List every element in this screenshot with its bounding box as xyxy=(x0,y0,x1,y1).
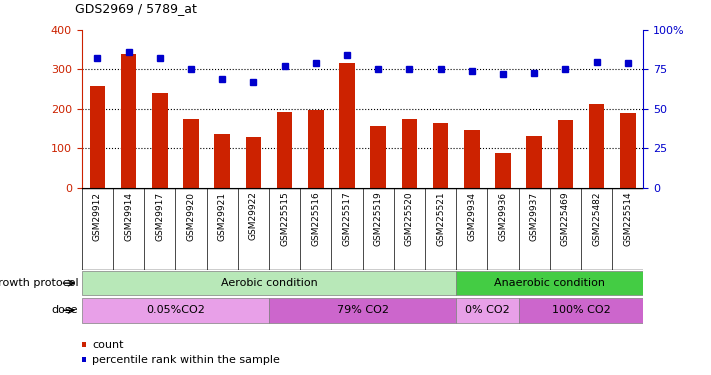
Bar xyxy=(433,123,449,188)
Bar xyxy=(245,137,261,188)
Bar xyxy=(339,63,355,188)
Bar xyxy=(269,298,456,323)
Text: GSM225469: GSM225469 xyxy=(561,192,570,246)
Bar xyxy=(90,86,105,188)
Text: GDS2969 / 5789_at: GDS2969 / 5789_at xyxy=(75,2,196,15)
Text: 0% CO2: 0% CO2 xyxy=(465,305,510,315)
Text: GSM225521: GSM225521 xyxy=(436,192,445,246)
Bar xyxy=(456,298,518,323)
Bar xyxy=(589,104,604,188)
Text: GSM29922: GSM29922 xyxy=(249,192,258,240)
Text: GSM225517: GSM225517 xyxy=(343,192,351,246)
Text: 0.05%CO2: 0.05%CO2 xyxy=(146,305,205,315)
Text: GSM225514: GSM225514 xyxy=(624,192,632,246)
Bar xyxy=(402,119,417,188)
Text: GSM29934: GSM29934 xyxy=(467,192,476,241)
Text: GSM225519: GSM225519 xyxy=(374,192,383,246)
Bar xyxy=(557,120,573,188)
Text: count: count xyxy=(92,340,124,350)
Text: percentile rank within the sample: percentile rank within the sample xyxy=(92,355,280,364)
Bar xyxy=(82,272,456,295)
Bar xyxy=(277,112,292,188)
Text: 100% CO2: 100% CO2 xyxy=(552,305,611,315)
Bar xyxy=(121,54,137,188)
Text: GSM29912: GSM29912 xyxy=(93,192,102,241)
Text: GSM29917: GSM29917 xyxy=(155,192,164,241)
Text: GSM225482: GSM225482 xyxy=(592,192,601,246)
Text: GSM29937: GSM29937 xyxy=(530,192,539,241)
Text: GSM29914: GSM29914 xyxy=(124,192,133,241)
Text: GSM29936: GSM29936 xyxy=(498,192,508,241)
Text: GSM225515: GSM225515 xyxy=(280,192,289,246)
Bar xyxy=(518,298,643,323)
Text: 79% CO2: 79% CO2 xyxy=(336,305,389,315)
Text: GSM29921: GSM29921 xyxy=(218,192,227,241)
Text: dose: dose xyxy=(52,305,78,315)
Text: growth protocol: growth protocol xyxy=(0,278,78,288)
Bar xyxy=(82,298,269,323)
Text: GSM225520: GSM225520 xyxy=(405,192,414,246)
Bar xyxy=(215,134,230,188)
Bar xyxy=(183,118,199,188)
Bar xyxy=(620,112,636,188)
Text: GSM29920: GSM29920 xyxy=(186,192,196,241)
Text: Aerobic condition: Aerobic condition xyxy=(220,278,317,288)
Bar xyxy=(496,153,510,188)
Text: Anaerobic condition: Anaerobic condition xyxy=(494,278,605,288)
Bar xyxy=(526,136,542,188)
Bar xyxy=(464,130,480,188)
Bar xyxy=(370,126,386,188)
Bar xyxy=(152,93,168,188)
Bar xyxy=(456,272,643,295)
Text: GSM225516: GSM225516 xyxy=(311,192,320,246)
Bar xyxy=(308,110,324,188)
